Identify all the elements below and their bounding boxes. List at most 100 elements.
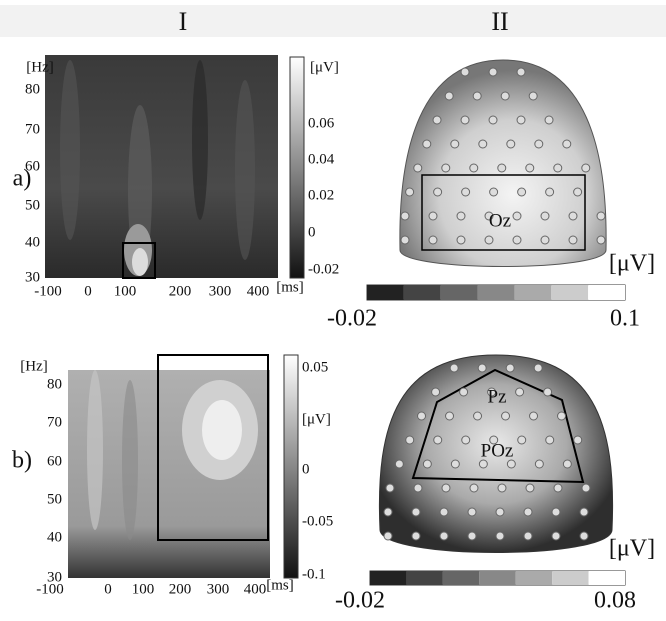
electrode bbox=[507, 140, 515, 148]
x-tick-label: 300 bbox=[209, 283, 232, 299]
colorbar-step bbox=[404, 285, 441, 300]
unit-label: [μV] bbox=[609, 536, 655, 562]
electrode bbox=[574, 188, 582, 196]
y-unit: [Hz] bbox=[26, 59, 53, 75]
x-tick-label: 100 bbox=[114, 283, 137, 299]
x-unit: [ms] bbox=[276, 279, 304, 295]
electrode bbox=[457, 236, 465, 244]
electrode bbox=[530, 412, 538, 420]
colorbar-tick-label: -0.05 bbox=[302, 513, 333, 529]
electrode bbox=[406, 436, 414, 444]
y-tick-label: 50 bbox=[47, 491, 62, 507]
y-tick-label: 80 bbox=[47, 376, 62, 392]
colorbar-unit: [μV] bbox=[302, 411, 331, 427]
electrode bbox=[457, 212, 465, 220]
colorbar-step bbox=[443, 571, 479, 585]
colorbar-step bbox=[589, 571, 625, 585]
y-tick-label: 40 bbox=[25, 234, 40, 250]
electrode bbox=[462, 436, 470, 444]
electrode bbox=[461, 116, 469, 124]
x-tick-label: 100 bbox=[132, 581, 155, 597]
x-tick-label: 0 bbox=[104, 581, 112, 597]
y-tick-label: 60 bbox=[25, 158, 40, 174]
colorbar-tick-label: 0.04 bbox=[308, 151, 335, 167]
electrode bbox=[490, 188, 498, 196]
electrode bbox=[563, 460, 571, 468]
electrode-label: Oz bbox=[489, 210, 511, 231]
electrode bbox=[434, 436, 442, 444]
electrode bbox=[432, 388, 440, 396]
electrode bbox=[406, 188, 414, 196]
electrode bbox=[524, 532, 532, 540]
electrode bbox=[516, 388, 524, 396]
electrode bbox=[460, 388, 468, 396]
x-tick-label: 400 bbox=[247, 283, 270, 299]
colorbar-tick-label: -0.02 bbox=[308, 261, 339, 277]
electrode bbox=[461, 68, 469, 76]
figure: I II a) b) Oz Pz POz bbox=[0, 0, 666, 621]
x-tick-label: 300 bbox=[207, 581, 230, 597]
electrode bbox=[541, 236, 549, 244]
scale-max: 0.1 bbox=[610, 306, 640, 332]
colorbar-step bbox=[370, 571, 406, 585]
electrode bbox=[468, 508, 476, 516]
electrode bbox=[478, 364, 486, 372]
colorbar-step bbox=[588, 285, 625, 300]
electrode bbox=[450, 364, 458, 372]
electrode bbox=[418, 412, 426, 420]
spectrogram-b bbox=[68, 355, 298, 578]
colorbar-tick-label: -0.1 bbox=[302, 566, 326, 582]
electrode bbox=[526, 164, 534, 172]
electrode bbox=[513, 236, 521, 244]
electrode bbox=[552, 532, 560, 540]
electrode bbox=[489, 68, 497, 76]
electrode bbox=[433, 116, 441, 124]
x-tick-label: -100 bbox=[36, 581, 64, 597]
electrode bbox=[518, 188, 526, 196]
electrode bbox=[440, 508, 448, 516]
electrode bbox=[545, 116, 553, 124]
electrode bbox=[554, 484, 562, 492]
electrode bbox=[582, 484, 590, 492]
y-tick-label: 60 bbox=[47, 453, 62, 469]
spectrogram-a bbox=[45, 55, 304, 278]
electrode bbox=[517, 116, 525, 124]
scale-max: 0.08 bbox=[594, 588, 636, 614]
electrode bbox=[580, 532, 588, 540]
electrode bbox=[518, 436, 526, 444]
colorbar-step bbox=[479, 571, 515, 585]
electrode bbox=[446, 412, 454, 420]
electrode bbox=[502, 412, 510, 420]
colorbar-step bbox=[552, 571, 588, 585]
electrode bbox=[526, 484, 534, 492]
y-tick-label: 70 bbox=[47, 414, 62, 430]
colorbar-tick-label: 0.02 bbox=[308, 187, 334, 203]
electrode bbox=[541, 212, 549, 220]
electrode bbox=[470, 484, 478, 492]
electrode bbox=[470, 164, 478, 172]
electrode bbox=[563, 140, 571, 148]
electrode bbox=[544, 388, 552, 396]
electrode bbox=[597, 212, 605, 220]
colorbar-unit: [μV] bbox=[310, 59, 339, 75]
colorbar-step bbox=[516, 571, 552, 585]
electrode bbox=[412, 508, 420, 516]
electrode bbox=[429, 212, 437, 220]
y-tick-label: 80 bbox=[25, 81, 40, 97]
column-label: I bbox=[179, 7, 188, 36]
electrode bbox=[496, 532, 504, 540]
x-unit: [ms] bbox=[266, 577, 294, 593]
scale-min: -0.02 bbox=[327, 306, 377, 332]
x-tick-label: 200 bbox=[169, 581, 192, 597]
colorbar-step bbox=[551, 285, 588, 300]
electrode bbox=[384, 532, 392, 540]
electrode bbox=[414, 164, 422, 172]
colorbar-step bbox=[478, 285, 515, 300]
colorbar-step bbox=[514, 285, 551, 300]
header-band bbox=[0, 5, 666, 37]
electrode bbox=[442, 484, 450, 492]
electrode bbox=[412, 532, 420, 540]
electrode bbox=[468, 532, 476, 540]
electrode bbox=[462, 188, 470, 196]
y-tick-label: 50 bbox=[25, 197, 40, 213]
